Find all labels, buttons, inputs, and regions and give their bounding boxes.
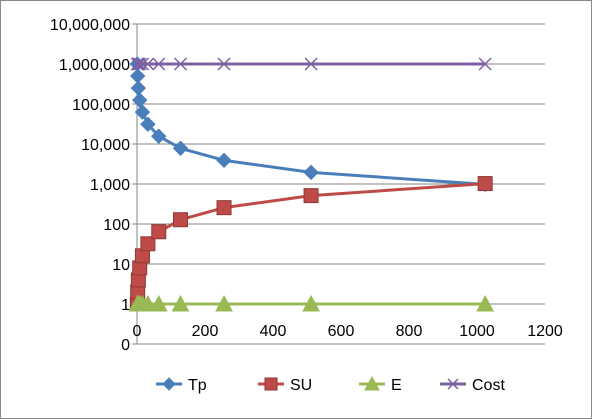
data-point-cost (141, 57, 155, 71)
data-point-e (139, 294, 157, 312)
legend-item-tp: Tp (156, 377, 207, 394)
data-point-cost (217, 57, 231, 71)
x-tick-label: 800 (396, 323, 423, 340)
x-stroke (447, 378, 459, 390)
data-point-tp (132, 92, 148, 108)
data-point-su (216, 200, 232, 216)
x-axis-labels: 0 200 400 600 800 1000 1200 (133, 323, 563, 340)
data-point-cost (152, 57, 166, 71)
data-point-tp (129, 68, 146, 84)
legend-swatch-marker (162, 377, 176, 391)
y-tick-label: 10 (112, 257, 130, 274)
data-point-e (476, 294, 494, 312)
data-point-tp (140, 116, 156, 132)
data-point-cost (131, 57, 145, 71)
data-point-cost (173, 57, 188, 71)
x-tick-label: 400 (260, 323, 287, 340)
data-point-su (477, 176, 493, 192)
x-tick-label: 1200 (527, 323, 563, 340)
legend-label: E (391, 377, 402, 394)
x-stroke (304, 57, 318, 71)
data-point-e (215, 294, 233, 312)
y-tick-label: 1,000 (90, 177, 130, 194)
x-tick-label: 200 (192, 323, 219, 340)
data-point-tp (151, 128, 167, 144)
data-point-tp (172, 140, 189, 156)
legend-item-e: E (359, 375, 402, 394)
data-point-cost (304, 57, 318, 71)
legend-label: Tp (188, 377, 207, 394)
y-tick-label: 100,000 (72, 97, 130, 114)
legend-swatch-marker (364, 375, 380, 391)
legend: Tp SU E Cost (156, 375, 505, 394)
y-tick-label: 1 (121, 297, 130, 314)
legend-swatch-marker (447, 378, 459, 390)
data-point-su (151, 224, 167, 240)
data-point-tp (130, 80, 147, 96)
y-tick-label: 0 (121, 337, 130, 354)
data-point-cost (478, 57, 492, 71)
x-stroke (173, 57, 188, 71)
y-tick-label: 10,000,000 (50, 17, 130, 34)
legend-label: Cost (472, 377, 505, 394)
legend-swatch-marker (264, 377, 278, 391)
x-stroke (141, 57, 155, 71)
data-point-su (173, 212, 189, 228)
data-point-tp (134, 104, 151, 120)
y-tick-label: 1,000,000 (59, 57, 130, 74)
legend-item-su: SU (258, 377, 312, 394)
y-tick-label: 10,000 (81, 137, 130, 154)
data-point-e (171, 294, 190, 312)
legend-item-cost: Cost (440, 377, 505, 394)
x-stroke (152, 57, 166, 71)
y-axis-labels: 0 1 10 100 1,000 10,000 100,000 1,000,000 10,000… (50, 17, 130, 354)
data-point-cost (135, 57, 149, 71)
data-point-e (302, 294, 320, 312)
x-stroke (217, 57, 231, 71)
series (128, 56, 494, 312)
x-tick-label: 1000 (459, 323, 495, 340)
legend-label: SU (290, 377, 312, 394)
x-tick-label: 600 (328, 323, 355, 340)
x-stroke (478, 57, 492, 71)
y-tick-label: 100 (103, 217, 130, 234)
data-point-su (303, 188, 319, 204)
x-tick-label: 0 (133, 323, 142, 340)
data-point-su (140, 236, 156, 252)
x-stroke (131, 57, 145, 71)
x-stroke (135, 57, 149, 71)
data-point-e (149, 294, 168, 312)
data-point-tp (303, 164, 319, 181)
data-point-tp (216, 152, 232, 169)
